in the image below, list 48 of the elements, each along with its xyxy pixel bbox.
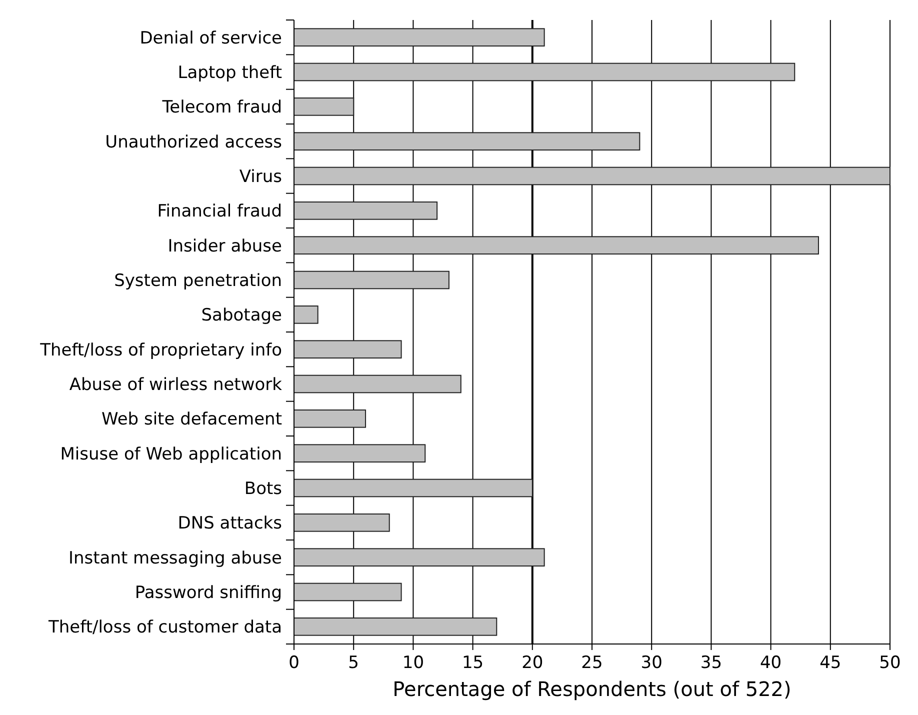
y-tick-label: Instant messaging abuse	[68, 548, 282, 568]
x-tick-label: 50	[879, 653, 901, 673]
x-tick-label: 40	[760, 653, 782, 673]
y-tick-label: Insider abuse	[168, 236, 282, 256]
bar	[294, 410, 366, 428]
x-tick-label: 45	[820, 653, 842, 673]
y-tick-label: Laptop theft	[178, 62, 282, 83]
y-tick-label: Denial of service	[140, 28, 282, 48]
y-tick-label: Abuse of wirless network	[69, 374, 282, 395]
bar	[294, 306, 318, 324]
y-tick-label: Unauthorized access	[105, 132, 282, 152]
y-tick-label: Web site defacement	[102, 410, 282, 430]
y-tick-label: Virus	[239, 166, 282, 187]
bar	[294, 28, 545, 46]
bar	[294, 340, 402, 358]
bar	[294, 236, 819, 254]
y-tick-label: Bots	[244, 478, 282, 499]
y-tick-label: Password sniffing	[134, 582, 282, 603]
bar	[294, 98, 354, 116]
y-tick-label: Telecom fraud	[161, 98, 282, 118]
x-tick-label: 30	[640, 653, 662, 673]
x-tick-label: 25	[581, 653, 603, 673]
y-tick-label: Theft/loss of proprietary info	[39, 340, 282, 360]
bar	[294, 618, 498, 636]
x-tick-label: 35	[700, 653, 722, 673]
y-tick-label: Misuse of Web application	[60, 444, 282, 464]
bar	[294, 166, 890, 186]
bar	[294, 514, 390, 532]
x-tick-label: 0	[288, 653, 300, 673]
bar	[294, 582, 402, 602]
y-tick-label: DNS attacks	[178, 514, 282, 534]
y-tick-label: Theft/loss of customer data	[48, 618, 282, 638]
bar	[294, 374, 462, 394]
bar	[294, 478, 533, 498]
x-tick-label: 5	[348, 653, 360, 673]
y-tick-label: System penetration	[114, 270, 282, 291]
bar	[294, 270, 450, 290]
bar	[294, 548, 545, 566]
y-tick-label: Sabotage	[201, 306, 282, 326]
y-tick-label: Financial fraud	[157, 202, 282, 222]
x-tick-label: 15	[462, 653, 484, 673]
x-tick-label: 10	[402, 653, 424, 673]
bar	[294, 444, 426, 462]
bar	[294, 202, 438, 220]
bar	[294, 132, 640, 150]
bar	[294, 62, 796, 82]
x-tick-label: 20	[522, 653, 544, 673]
x-axis-title: Percentage of Respondents (out of 522)	[392, 677, 792, 701]
